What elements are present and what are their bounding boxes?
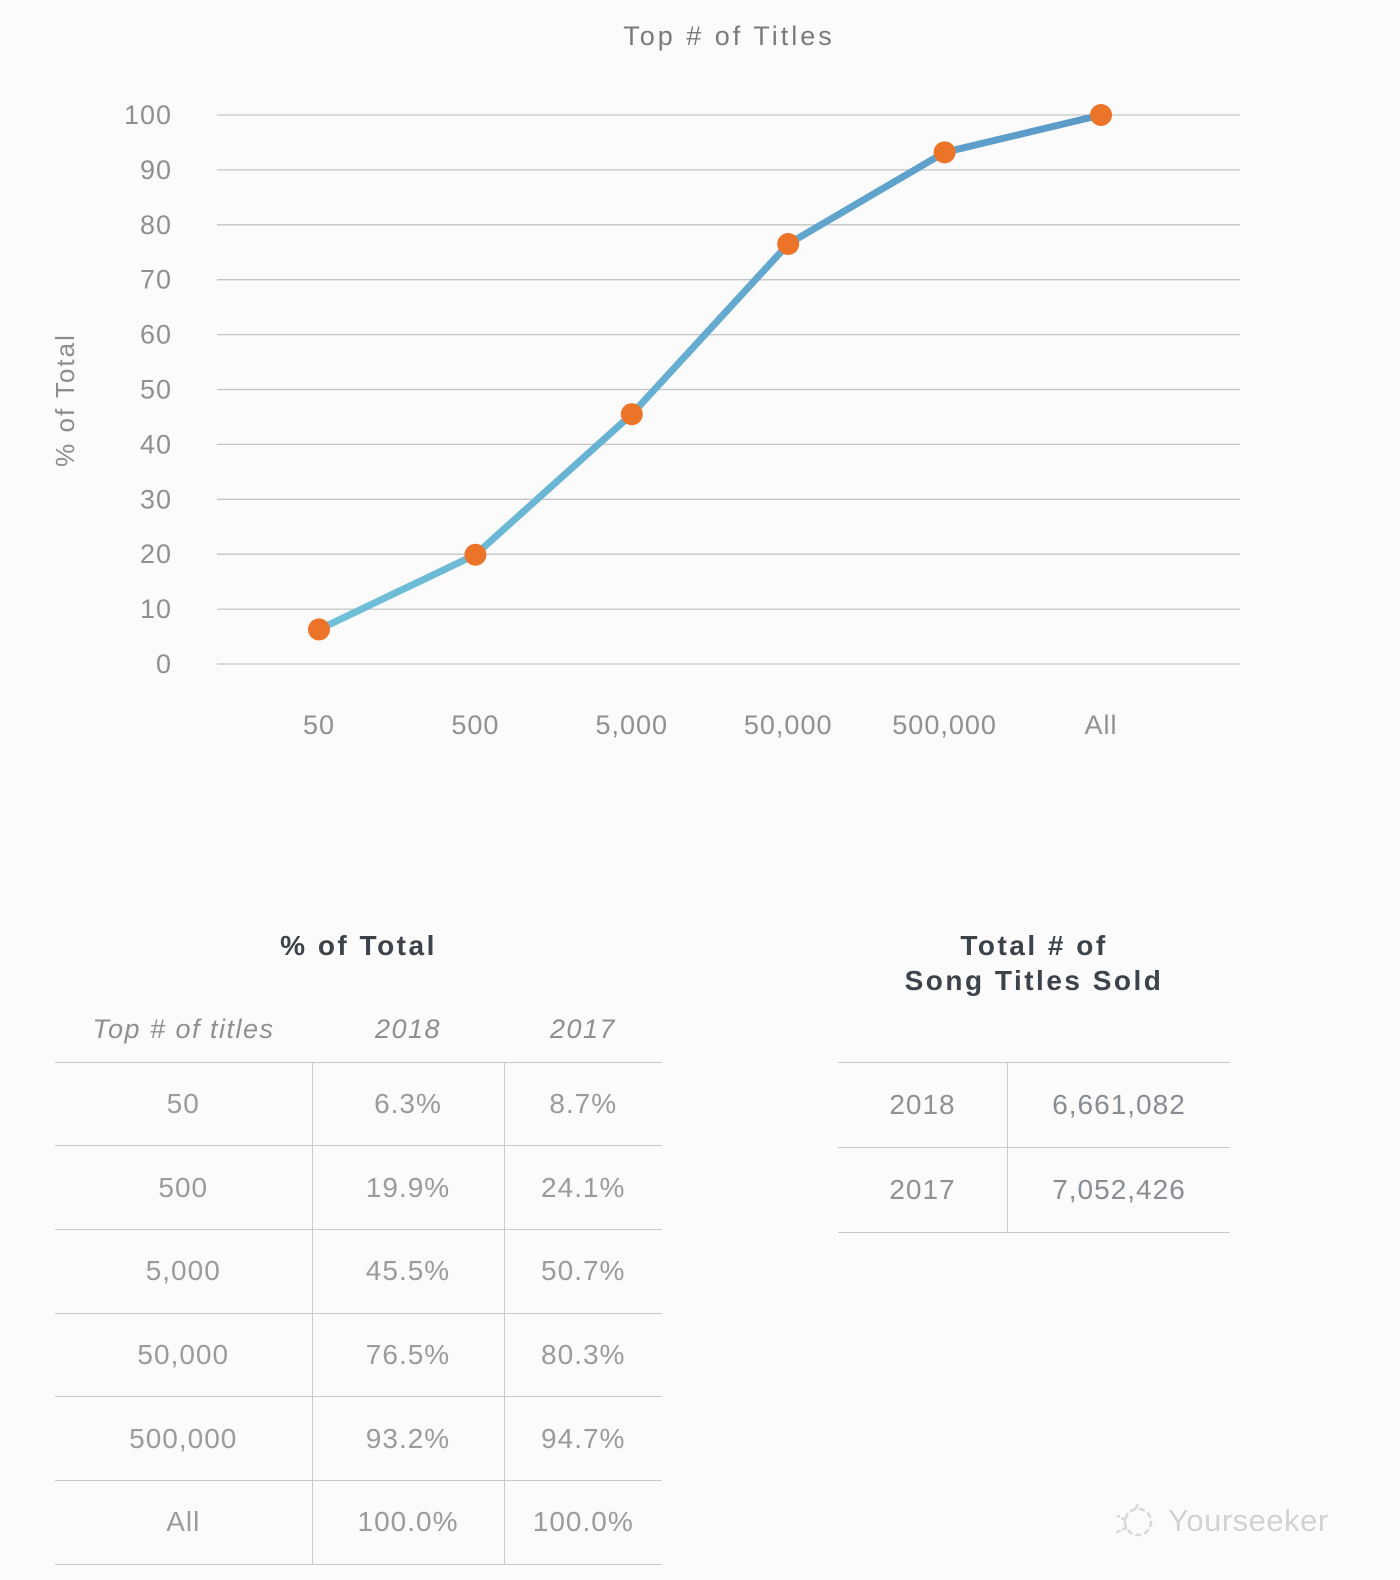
y-tick-label: 10 — [140, 594, 172, 624]
totals-table-row: 2018 6,661,082 — [838, 1062, 1230, 1148]
chart-title: Top # of Titles — [623, 21, 835, 51]
table-cell: 6,661,082 — [1052, 1089, 1186, 1120]
table-cell: 76.5% — [311, 1313, 505, 1397]
y-tick-label: 60 — [140, 320, 172, 350]
table-cell: 500,000 — [129, 1422, 238, 1454]
data-point — [777, 233, 800, 256]
pct-table-title: % of Total — [280, 930, 437, 961]
x-tick-labels: 50 500 5,000 50,000 500,000 All — [303, 710, 1117, 740]
x-tick-label: 500,000 — [892, 710, 997, 740]
data-point — [933, 141, 956, 164]
table-cell: 50,000 — [137, 1338, 230, 1370]
data-point — [1090, 104, 1112, 126]
y-tick-label: 20 — [140, 539, 172, 569]
table-cell: 94.7% — [541, 1422, 626, 1454]
data-point — [620, 403, 643, 426]
pct-table-row: 500,000 93.2% 94.7% — [55, 1396, 662, 1481]
table-cell: 45.5% — [311, 1229, 505, 1314]
yourseeker-logo-icon — [1115, 1500, 1153, 1537]
pct-table-row: 50,000 76.5% 80.3% — [55, 1313, 662, 1397]
pct-col-header-2017: 2017 — [549, 1014, 617, 1045]
table-cell: 50.7% — [541, 1255, 626, 1287]
table-cell: 100.0% — [532, 1506, 634, 1538]
y-tick-label: 100 — [124, 100, 172, 130]
table-cell: All — [166, 1506, 201, 1538]
pct-table-row: 500 19.9% 24.1% — [55, 1145, 662, 1230]
x-tick-label: 500 — [451, 710, 499, 740]
y-tick-label: 40 — [140, 429, 172, 459]
table-cell: 2018 — [838, 1062, 1008, 1148]
totals-table-title-line1: Total # of — [960, 930, 1108, 961]
table-cell: 2017 — [838, 1147, 1008, 1233]
pct-table-row: 50 6.3% 8.7% — [55, 1062, 662, 1146]
table-cell: 50 — [166, 1087, 200, 1119]
y-tick-label: 80 — [140, 210, 172, 240]
data-point — [308, 618, 330, 641]
watermark: Yourseeker — [1112, 1498, 1329, 1544]
pct-col-header-2018: 2018 — [374, 1014, 442, 1045]
table-cell: 100.0% — [311, 1480, 505, 1565]
table-cell: 19.9% — [311, 1145, 505, 1230]
line-chart: Top # of Titles % of Total 0 10 20 30 40 50 60… — [50, 21, 1240, 740]
totals-table-row: 2017 7,052,426 — [838, 1147, 1230, 1233]
data-series — [308, 104, 1112, 641]
x-tick-label: 50 — [303, 710, 335, 740]
y-tick-label: 70 — [140, 265, 172, 295]
table-cell: 93.2% — [311, 1396, 505, 1481]
y-axis-label: % of Total — [50, 333, 80, 467]
x-tick-label: All — [1084, 710, 1117, 740]
y-tick-label: 0 — [156, 649, 172, 679]
table-cell: 24.1% — [541, 1171, 626, 1203]
pct-col-header-titles: Top # of titles — [92, 1014, 275, 1045]
pct-table: Top # of titles 2018 2017 50 6.3% 8.7% 500 1… — [55, 998, 662, 1565]
y-tick-label: 50 — [140, 375, 172, 405]
y-tick-label: 90 — [140, 155, 172, 185]
pct-table-header-row: Top # of titles 2018 2017 — [55, 998, 662, 1062]
gridlines — [217, 114, 1240, 665]
totals-table-title: Total # of Song Titles Sold — [838, 928, 1230, 998]
table-cell: 6.3% — [311, 1062, 505, 1146]
x-tick-label: 50,000 — [744, 710, 833, 740]
table-cell: 80.3% — [541, 1338, 626, 1370]
table-cell: 500 — [158, 1171, 209, 1203]
y-tick-label: 30 — [140, 484, 172, 514]
x-tick-label: 5,000 — [596, 710, 669, 740]
data-point — [464, 543, 487, 566]
pct-table-row: All 100.0% 100.0% — [55, 1480, 662, 1565]
table-cell: 7,052,426 — [1052, 1174, 1186, 1205]
totals-table-title-line2: Song Titles Sold — [904, 965, 1164, 996]
totals-table: 2018 6,661,082 2017 7,052,426 — [838, 1062, 1230, 1233]
table-cell: 5,000 — [145, 1255, 221, 1287]
y-tick-labels: 0 10 20 30 40 50 60 70 80 90 100 — [124, 100, 172, 679]
series-line-2018 — [315, 111, 1105, 633]
table-cell: 8.7% — [549, 1087, 618, 1119]
watermark-text: Yourseeker — [1168, 1503, 1329, 1538]
pct-table-row: 5,000 45.5% 50.7% — [55, 1229, 662, 1314]
